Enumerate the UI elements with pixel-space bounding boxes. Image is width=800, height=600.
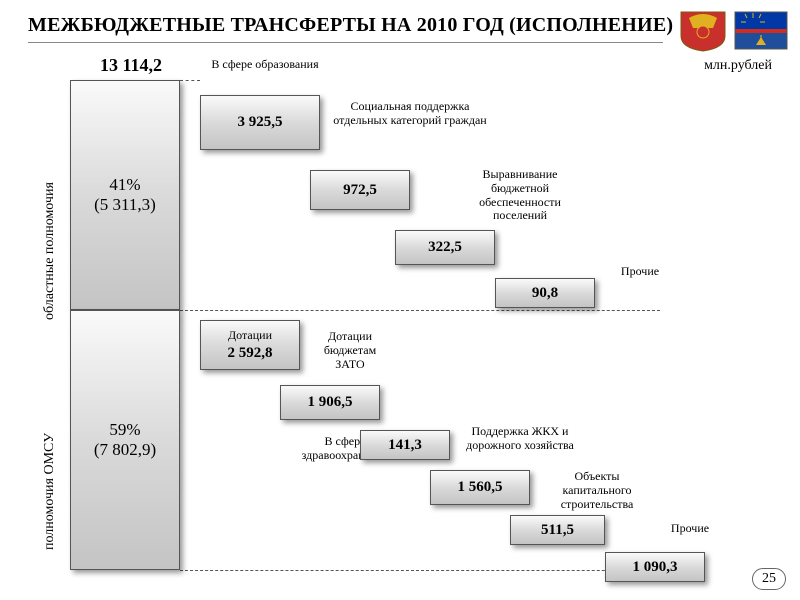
box-label-l4: Объекты капитального строительства (542, 470, 652, 511)
dash-2 (180, 570, 660, 571)
upper-box-u1: 3 925,5 (200, 95, 320, 150)
box-label-u3: Выравнивание бюджетной обеспеченности по… (455, 168, 585, 223)
value-abs: (5 311,3) (94, 195, 156, 215)
box-label-l3: Поддержка ЖКХ и дорожного хозяйства (460, 425, 580, 453)
box-label-l5: Прочие (660, 522, 720, 536)
lower-box-l2: 1 906,5 (280, 385, 380, 420)
box-value: 90,8 (532, 285, 558, 302)
main-bottom: 59%(7 802,9) (70, 310, 180, 570)
lower-box-l3: 141,3 (360, 430, 450, 460)
box-label-l1: Дотации бюджетам ЗАТО (310, 330, 390, 371)
box-value: 3 925,5 (238, 114, 283, 131)
box-sublabel: Дотации (228, 328, 272, 343)
lower-box-l5: 511,5 (510, 515, 605, 545)
dash-1 (180, 310, 660, 311)
vertical-label-bottom: полномочия ОМСУ (42, 370, 58, 550)
box-value: 1 906,5 (308, 394, 353, 411)
box-value: 141,3 (388, 437, 422, 454)
page-number: 25 (752, 568, 786, 590)
upper-box-u3: 322,5 (395, 230, 495, 265)
box-value: 1 560,5 (458, 479, 503, 496)
box-label-u2: Социальная поддержка отдельных категорий… (330, 100, 490, 128)
value-pct: 41% (109, 175, 140, 195)
upper-box-u4: 90,8 (495, 278, 595, 308)
box-value: 511,5 (541, 522, 574, 539)
box-label-u4: Прочие (610, 265, 670, 279)
upper-box-u2: 972,5 (310, 170, 410, 210)
value-pct: 59% (109, 420, 140, 440)
vertical-label-top: областные полномочия (42, 120, 58, 320)
lower-box-l1: Дотации 2 592,8 (200, 320, 300, 370)
lower-box-l6: 1 090,3 (605, 552, 705, 582)
box-label-u1: В сфере образования (210, 58, 320, 72)
value-abs: (7 802,9) (94, 440, 156, 460)
box-value: 1 090,3 (633, 559, 678, 576)
lower-box-l4: 1 560,5 (430, 470, 530, 505)
dash-0 (180, 80, 200, 81)
box-value: 322,5 (428, 239, 462, 256)
box-value: 2 592,8 (228, 345, 273, 362)
main-top: 41%(5 311,3) (70, 80, 180, 310)
chart-canvas: областные полномочия полномочия ОМСУ 41%(5… (0, 0, 800, 600)
box-value: 972,5 (343, 182, 377, 199)
